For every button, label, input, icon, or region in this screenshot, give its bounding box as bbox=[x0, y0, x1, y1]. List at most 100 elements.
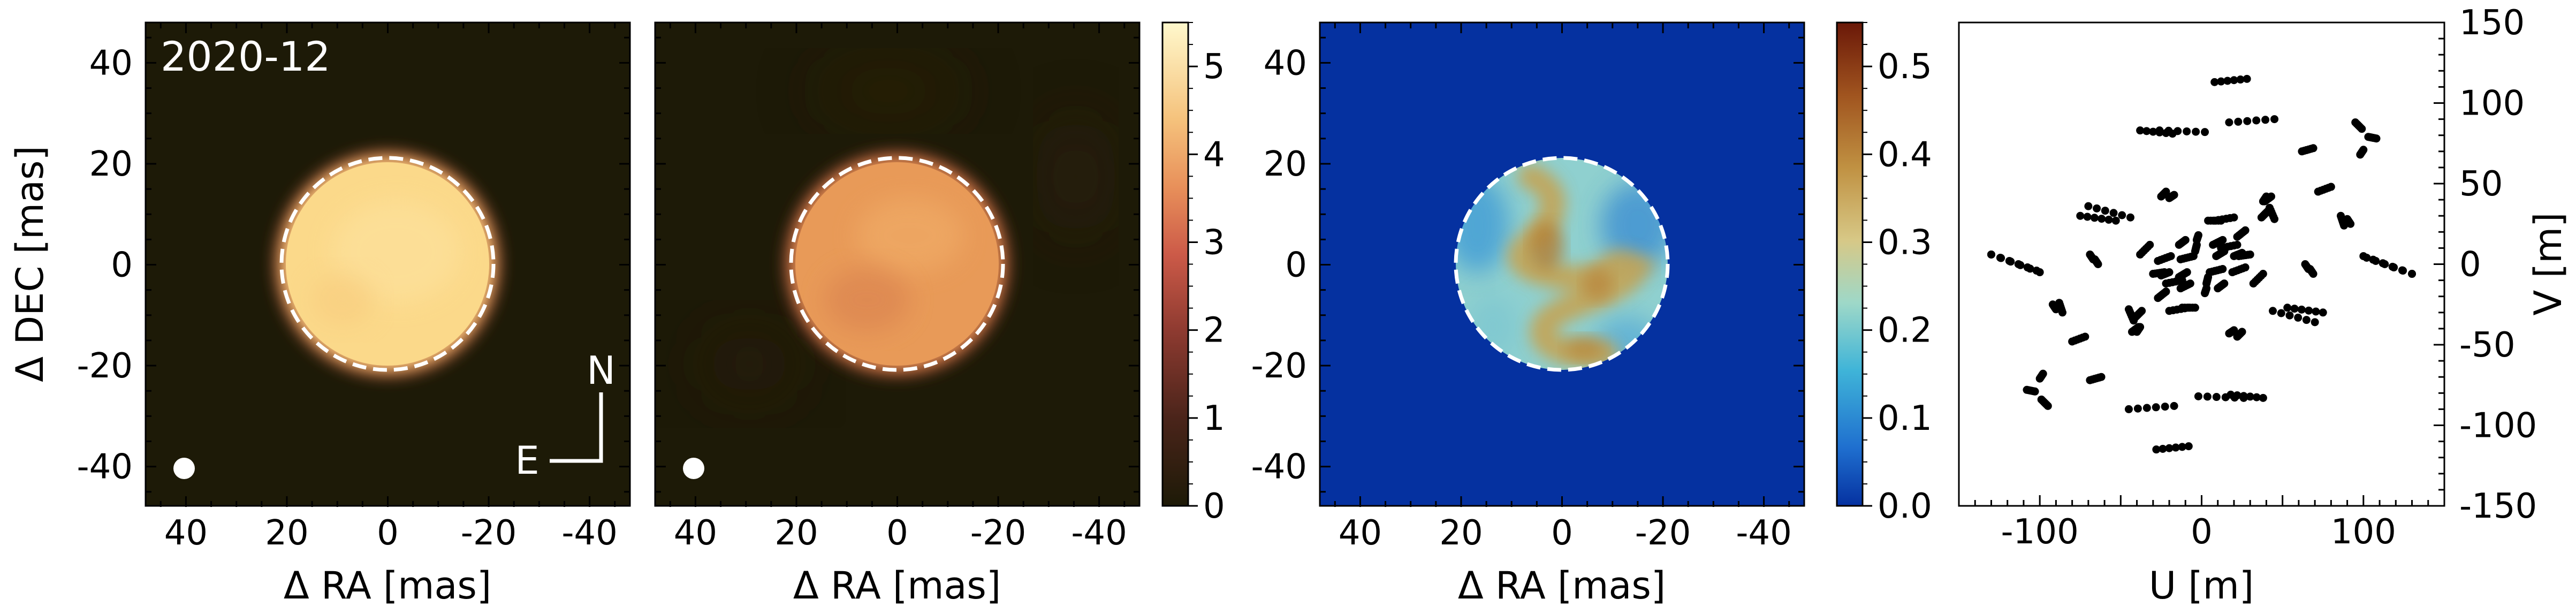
uv-point bbox=[2154, 256, 2162, 265]
colorbar-2-tick-label: 0.5 bbox=[1878, 47, 1932, 87]
uv-point bbox=[2201, 289, 2209, 298]
uv-point bbox=[2305, 306, 2313, 315]
uv-point bbox=[2086, 376, 2094, 384]
p4-ytick-label: 0 bbox=[2459, 245, 2481, 285]
uv-point bbox=[2157, 271, 2165, 280]
uv-point bbox=[2165, 307, 2174, 315]
uv-point bbox=[2159, 444, 2167, 453]
uv-point bbox=[2164, 126, 2173, 135]
disk-brightness-variation bbox=[856, 198, 963, 273]
uv-point bbox=[2136, 250, 2145, 259]
uv-point bbox=[2161, 403, 2169, 411]
p1-xtick-label: 40 bbox=[164, 513, 208, 553]
colorbar-intensity-gradient bbox=[1161, 21, 1189, 507]
p2-xtick-label: 20 bbox=[774, 513, 818, 553]
disk-brightness-variation bbox=[824, 268, 910, 332]
residual-feature bbox=[1565, 336, 1604, 360]
p1-xtick-label: 20 bbox=[265, 513, 308, 553]
uv-point bbox=[2346, 219, 2355, 228]
p4-ytick-label: -100 bbox=[2459, 406, 2537, 446]
p1-ytick-label: 20 bbox=[89, 145, 133, 184]
uv-point bbox=[2048, 300, 2057, 309]
uv-point bbox=[2157, 192, 2165, 201]
panel-reconstruction: 2020-12 N E bbox=[145, 21, 631, 507]
uv-point bbox=[2152, 445, 2161, 454]
uv-point bbox=[2319, 308, 2327, 317]
uv-point bbox=[2337, 211, 2345, 220]
p2-xlabel: Δ RA [mas] bbox=[793, 564, 1001, 608]
uv-point bbox=[2364, 133, 2373, 141]
p2-xtick-label: 0 bbox=[886, 513, 908, 553]
uv-point bbox=[2263, 207, 2272, 215]
uv-point bbox=[2126, 213, 2134, 222]
uv-point bbox=[2369, 255, 2377, 264]
p3-ytick-label: 0 bbox=[1285, 246, 1307, 285]
uv-point bbox=[2311, 318, 2319, 327]
uv-point bbox=[2259, 270, 2267, 278]
uv-point bbox=[2252, 116, 2261, 125]
uv-point bbox=[2007, 257, 2015, 266]
uv-point bbox=[2136, 126, 2145, 135]
background-artifact bbox=[814, 70, 963, 112]
uv-point bbox=[2238, 328, 2246, 336]
uv-point bbox=[2236, 75, 2245, 84]
uv-point bbox=[2309, 144, 2317, 153]
compass: N E bbox=[515, 348, 615, 483]
uv-point bbox=[2037, 395, 2046, 404]
uv-point bbox=[2225, 118, 2233, 127]
uv-point bbox=[2283, 304, 2292, 312]
uv-point bbox=[2124, 405, 2133, 413]
p3-ytick-label: 40 bbox=[1264, 43, 1307, 83]
uv-point bbox=[2026, 264, 2034, 273]
colorbar-intensity bbox=[1161, 21, 1189, 507]
uv-point bbox=[2191, 304, 2199, 312]
p4-xtick-label: -100 bbox=[2001, 512, 2079, 552]
disk-brightness-variation bbox=[310, 273, 375, 327]
uv-point bbox=[2359, 146, 2368, 154]
colorbar-2-tick-label: 0.1 bbox=[1878, 399, 1932, 438]
uv-point bbox=[2201, 128, 2209, 137]
uv-point bbox=[2175, 273, 2183, 282]
uv-point bbox=[2076, 211, 2085, 220]
uv-point bbox=[2184, 442, 2193, 451]
uv-point bbox=[2083, 213, 2092, 221]
uv-point bbox=[2241, 263, 2250, 272]
uv-point bbox=[2016, 261, 2025, 269]
p1-xtick-label: -40 bbox=[561, 513, 618, 553]
uv-point bbox=[1997, 254, 2005, 262]
uv-point bbox=[2170, 191, 2178, 199]
uv-point bbox=[2170, 401, 2178, 410]
uv-point bbox=[2234, 117, 2243, 126]
uv-point bbox=[2230, 213, 2238, 222]
uv-point bbox=[2165, 444, 2174, 452]
uv-point bbox=[2111, 216, 2120, 225]
uv-point bbox=[2194, 231, 2202, 239]
p1-xlabel: Δ RA [mas] bbox=[284, 564, 491, 608]
uv-point bbox=[2230, 76, 2238, 85]
uv-point bbox=[2359, 252, 2368, 260]
uv-point bbox=[2101, 207, 2109, 215]
uv-point bbox=[2081, 332, 2089, 341]
uv-point bbox=[2035, 268, 2044, 277]
p4-ytick-label: 50 bbox=[2459, 164, 2503, 204]
panel-uv-coverage bbox=[1958, 21, 2445, 507]
uv-point bbox=[2221, 393, 2230, 401]
uv-point bbox=[2127, 328, 2136, 336]
background-artifact bbox=[701, 332, 797, 396]
uv-point bbox=[2035, 374, 2044, 383]
uv-point bbox=[2176, 255, 2185, 263]
uv-point bbox=[2218, 265, 2227, 274]
uv-point bbox=[2398, 266, 2406, 275]
uv-point bbox=[2154, 294, 2162, 302]
uv-point bbox=[2408, 270, 2417, 278]
p4-xlabel: U [m] bbox=[2149, 564, 2254, 608]
p4-ytick-label: -50 bbox=[2459, 325, 2516, 365]
uv-point bbox=[2238, 248, 2246, 257]
uv-point bbox=[2131, 313, 2140, 322]
uv-point bbox=[2241, 226, 2250, 234]
uv-point bbox=[2243, 117, 2252, 125]
uv-point bbox=[2171, 443, 2180, 452]
uv-point bbox=[2214, 284, 2222, 293]
uv-point bbox=[2290, 305, 2299, 313]
